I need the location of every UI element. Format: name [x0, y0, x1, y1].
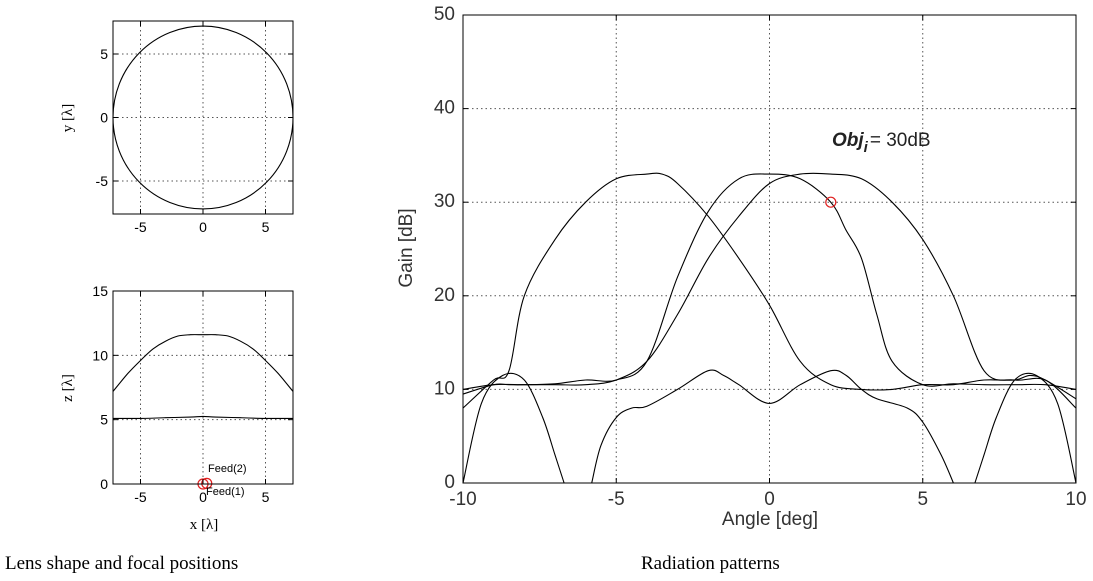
lens-profile-xlabel: x [λ] [190, 517, 219, 533]
lens-profile-ylabel: z [λ] [60, 374, 76, 402]
objective-marker [825, 196, 837, 208]
radiation-series-4 [462, 372, 565, 484]
radiation-pattern-xlabel: Angle [deg] [722, 509, 818, 530]
radiation-pattern-plot: -10 -5 0 5 10 50 40 30 20 10 0 Obji = 30dB Gain [dB… [396, 4, 1087, 530]
lens-profile-frame [112, 290, 294, 485]
radiation-xtick-label: -10 [449, 489, 476, 510]
radiation-series-3 [462, 172, 1077, 409]
feed-1-label: Feed(1) [206, 486, 245, 498]
lens-profile-xtick-label: -5 [134, 489, 147, 505]
left-caption: Lens shape and focal positions [5, 553, 239, 574]
lens-profile-xtick-label: 5 [262, 489, 270, 505]
lens-profile-ytick-label: 0 [100, 476, 108, 492]
radiation-xtick-label: 10 [1065, 489, 1086, 510]
radiation-series-1 [462, 173, 1077, 395]
lens-shape-xtick-label: 0 [199, 219, 207, 235]
right-caption: Radiation patterns [641, 553, 780, 574]
radiation-series-2 [462, 172, 1077, 409]
radiation-pattern-ylabel: Gain [dB] [396, 208, 417, 287]
lens-shape-ytick-label: 5 [100, 46, 108, 62]
feed-2-label: Feed(2) [208, 463, 247, 475]
radiation-ytick-label: 40 [434, 98, 455, 119]
objective-annotation-suffix: = 30dB [870, 130, 931, 151]
objective-annotation-subscript: i [864, 139, 869, 156]
lens-profile-ytick-label: 15 [92, 283, 108, 299]
lens-shape-xtick-label: -5 [134, 219, 147, 235]
lens-shape-xtick-label: 5 [262, 219, 270, 235]
lens-shape-ytick-label: -5 [96, 173, 109, 189]
lens-profile-ytick-label: 10 [92, 347, 108, 363]
radiation-xtick-label: 5 [917, 489, 928, 510]
lens-lower-surface-line [112, 415, 294, 419]
lens-shape-plot: -5 0 5 5 0 -5 y [λ] [60, 20, 294, 235]
radiation-ytick-label: 20 [434, 285, 455, 306]
radiation-ytick-label: 10 [434, 378, 455, 399]
radiation-series-5 [591, 369, 954, 484]
radiation-xtick-label: -5 [608, 489, 625, 510]
radiation-xtick-label: 0 [764, 489, 775, 510]
objective-annotation: Obji = 30dB [832, 130, 931, 156]
lens-profile-plot: Feed(2) Feed(1) -5 0 5 15 10 5 0 z [λ] x [λ] [60, 283, 294, 533]
radiation-series-6 [974, 372, 1077, 484]
radiation-ytick-label: 30 [434, 191, 455, 212]
lens-upper-surface-line [112, 334, 294, 392]
feed-2-marker [201, 477, 213, 489]
lens-shape-ytick-label: 0 [100, 110, 108, 126]
lens-profile-xtick-label: 0 [199, 489, 207, 505]
lens-profile-ytick-label: 5 [100, 412, 108, 428]
radiation-ytick-label: 50 [434, 4, 455, 25]
lens-shape-ylabel: y [λ] [60, 104, 76, 133]
radiation-ytick-label: 0 [444, 472, 455, 493]
objective-annotation-prefix: Obj [832, 130, 864, 151]
